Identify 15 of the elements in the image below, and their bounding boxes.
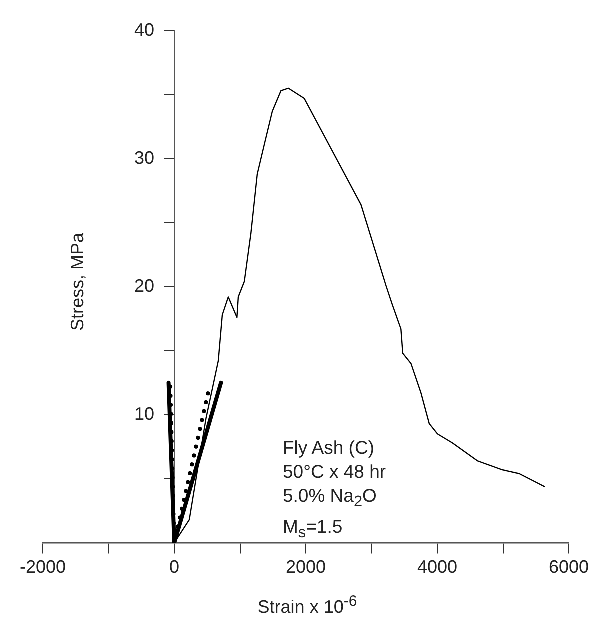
x-tick-label: 4000: [417, 556, 458, 577]
x-tick-label: 6000: [548, 556, 590, 577]
x-tick-label: -2000: [20, 556, 66, 577]
annotation: M$_{s}$=1.5: [283, 514, 344, 544]
x-tick-label: 0: [169, 556, 180, 577]
x-tick-label: 2000: [286, 556, 326, 577]
x-axis-title: Strain x 10$^{-6}$: [256, 593, 358, 617]
y-tick-label: 40: [134, 20, 174, 40]
y-axis-title: Stress, MPa: [68, 232, 88, 332]
annotation: 5.0% Na$_{2}$O: [283, 484, 378, 513]
y-tick-label: 10: [134, 404, 174, 424]
y-tick-label: 30: [134, 148, 174, 168]
y-tick-label: 20: [134, 276, 174, 296]
annotation: 50°C x 48 hr: [283, 460, 386, 484]
annotation: Fly Ash (C): [283, 436, 376, 460]
